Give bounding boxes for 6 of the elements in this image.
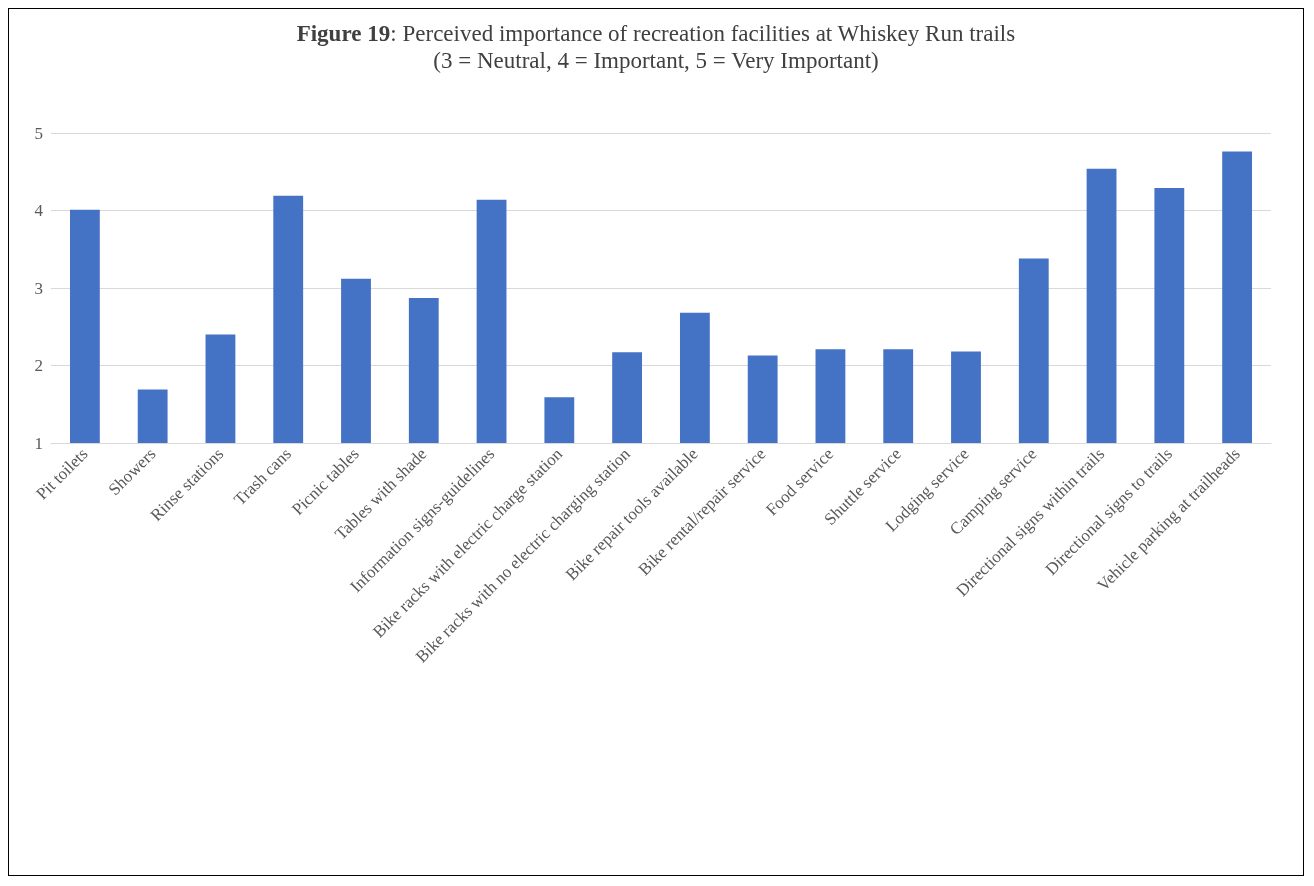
y-tick-label: 2 (34, 356, 43, 375)
chart-title: Figure 19: Perceived importance of recreation facilities at Whiskey Run trails (3 = Neutral, 4 = Important, 5 = Very Important) (296, 21, 1016, 73)
y-tick-label: 3 (34, 278, 43, 298)
y-tick-label: 1 (34, 433, 43, 453)
y-tick-label: 4 (34, 201, 44, 220)
y-tick-label: 5 (34, 123, 43, 143)
